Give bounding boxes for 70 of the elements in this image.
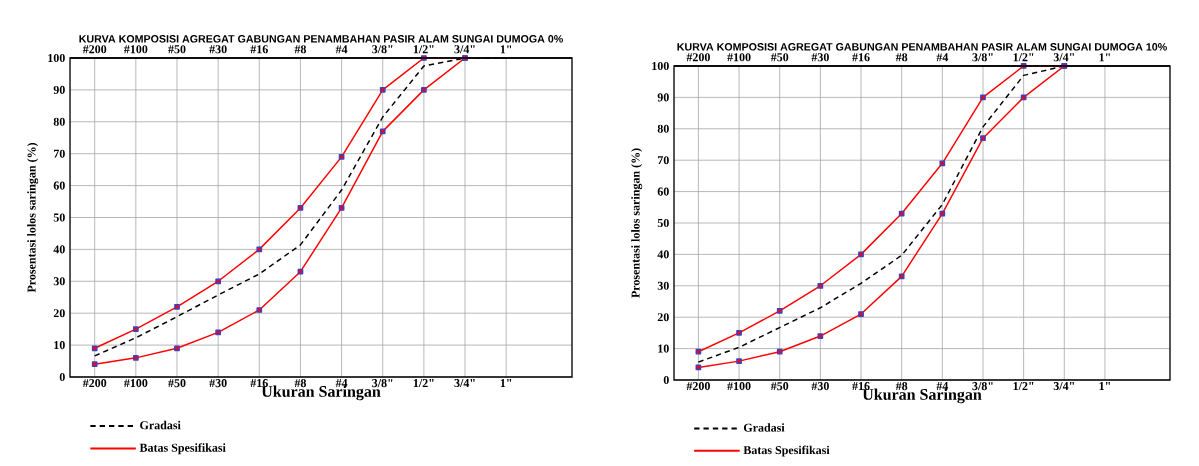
x-tick-label: #100 bbox=[727, 382, 751, 391]
y-tick-label: 70 bbox=[657, 156, 669, 165]
legend-label: Batas Spesifikasi bbox=[139, 443, 226, 455]
x-tick-label: 1" bbox=[1099, 382, 1110, 390]
y-tick-label: 0 bbox=[663, 375, 669, 385]
category-label: #16 bbox=[250, 45, 268, 54]
x-tick-label: 1" bbox=[500, 379, 512, 387]
x-tick-label: 3/4" bbox=[1053, 382, 1074, 391]
category-label: #16 bbox=[852, 53, 870, 62]
category-label: #100 bbox=[727, 53, 751, 62]
category-label: 1/2" bbox=[1013, 53, 1034, 62]
category-label: #4 bbox=[936, 53, 949, 62]
y-tick-label: 40 bbox=[657, 250, 669, 259]
category-label: #50 bbox=[770, 53, 789, 62]
category-label: 1" bbox=[500, 45, 512, 54]
category-label: #8 bbox=[294, 45, 307, 54]
category-label: 3/4" bbox=[454, 45, 475, 54]
y-tick-label: 50 bbox=[657, 218, 669, 228]
category-label: #100 bbox=[124, 45, 148, 54]
x-tick-label: #50 bbox=[770, 382, 789, 391]
y-tick-label: 60 bbox=[53, 181, 65, 190]
y-tick-label: 0 bbox=[59, 372, 65, 382]
x-tick-label: 3/4" bbox=[454, 379, 475, 388]
category-label: #50 bbox=[168, 45, 186, 54]
x-tick-label: #100 bbox=[124, 379, 148, 388]
legend-label: Batas Spesifikasi bbox=[743, 445, 830, 457]
category-label: #30 bbox=[209, 45, 227, 54]
y-tick-label: 80 bbox=[657, 124, 669, 133]
y-tick-label: 20 bbox=[53, 309, 65, 318]
y-tick-label: 60 bbox=[657, 187, 669, 196]
y-tick-label: 80 bbox=[53, 117, 65, 126]
x-tick-label: #30 bbox=[811, 382, 829, 391]
chart-title: KURVA KOMPOSISI AGREGAT GABUNGAN PENAMBAHAN PASIR ALAM SUNGAI DUMOGA 0% bbox=[79, 35, 563, 43]
x-tick-label: 1/2" bbox=[413, 379, 434, 388]
category-label: 3/8" bbox=[372, 45, 393, 54]
y-tick-label: 10 bbox=[54, 341, 65, 350]
category-label: #8 bbox=[895, 53, 908, 62]
y-axis-title: Prosentasi lolos saringan (%) bbox=[631, 148, 643, 298]
chart-title: KURVA KOMPOSISI AGREGAT GABUNGAN PENAMBAHAN PASIR ALAM SUNGAI DUMOGA 10% bbox=[677, 43, 1167, 51]
y-tick-label: 40 bbox=[53, 245, 65, 254]
y-tick-label: 20 bbox=[657, 313, 669, 322]
category-label: #200 bbox=[686, 53, 710, 62]
x-tick-label: #16 bbox=[250, 379, 268, 388]
category-label: 3/4" bbox=[1053, 53, 1074, 62]
y-tick-label: 100 bbox=[48, 53, 65, 63]
x-tick-label: #4 bbox=[936, 382, 949, 390]
y-tick-label: 10 bbox=[658, 344, 669, 353]
category-label: #200 bbox=[82, 45, 107, 54]
category-label: 3/8" bbox=[972, 53, 993, 62]
y-tick-label: 30 bbox=[657, 281, 669, 290]
y-tick-label: 70 bbox=[53, 149, 65, 158]
x-tick-label: #200 bbox=[82, 379, 107, 388]
y-tick-label: 90 bbox=[657, 93, 669, 102]
x-tick-label: #4 bbox=[335, 379, 348, 387]
category-label: 1" bbox=[1099, 53, 1110, 62]
y-tick-label: 30 bbox=[53, 277, 65, 286]
y-axis-title: Prosentasi lolos saringan (%) bbox=[27, 142, 39, 293]
y-tick-label: 100 bbox=[652, 61, 669, 71]
x-tick-label: #30 bbox=[209, 379, 227, 388]
y-tick-label: 90 bbox=[53, 85, 65, 94]
x-tick-label: #200 bbox=[686, 382, 710, 391]
legend-label: Gradasi bbox=[743, 423, 785, 432]
category-label: #30 bbox=[811, 53, 829, 62]
x-tick-label: #16 bbox=[852, 382, 870, 391]
category-label: 1/2" bbox=[413, 45, 434, 54]
y-tick-label: 50 bbox=[53, 213, 65, 222]
category-label: #4 bbox=[335, 45, 348, 54]
legend-label: Gradasi bbox=[140, 420, 181, 430]
x-tick-label: #50 bbox=[168, 379, 186, 388]
x-tick-label: 1/2" bbox=[1013, 382, 1034, 391]
